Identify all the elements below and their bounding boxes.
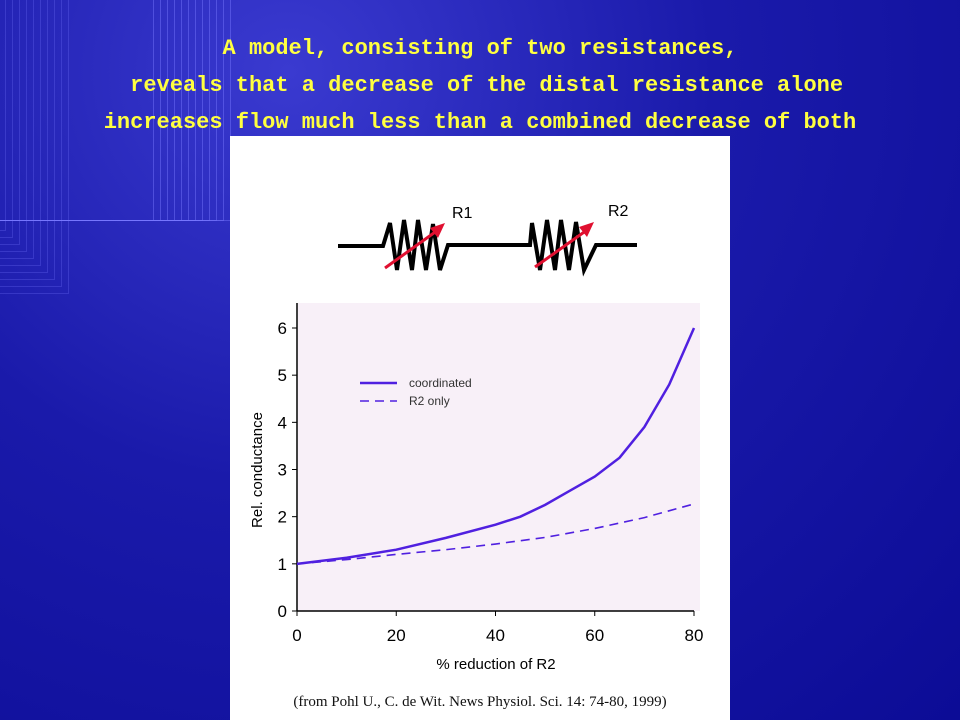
arrow-r2 xyxy=(534,228,588,269)
series-coordinated xyxy=(296,327,696,566)
y-tick-label: 4 xyxy=(278,413,287,432)
y-tick-label: 5 xyxy=(278,366,287,385)
plot-area xyxy=(298,303,700,611)
x-tick-label: 60 xyxy=(585,626,604,645)
r2-label: R2 xyxy=(608,203,629,220)
arrow-r1-head xyxy=(430,223,445,238)
y-tick-label: 2 xyxy=(278,508,287,527)
y-tick-label: 3 xyxy=(278,461,287,480)
legend-label: coordinated xyxy=(409,376,472,390)
resistor-diagram xyxy=(338,219,637,277)
arrow-r1 xyxy=(384,228,439,270)
x-axis-label: % reduction of R2 xyxy=(436,656,555,673)
legend-label: R2 only xyxy=(409,394,450,408)
x-tick-label: 20 xyxy=(387,626,406,645)
x-tick-label: 0 xyxy=(292,626,301,645)
y-tick-label: 6 xyxy=(278,319,287,338)
r1-label: R1 xyxy=(452,205,473,222)
arrow-r2-head xyxy=(579,222,594,237)
x-tick-label: 80 xyxy=(685,626,704,645)
y-tick-label: 0 xyxy=(278,602,287,621)
series-r2-only xyxy=(296,503,695,565)
title-line-1: A model, consisting of two resistances, xyxy=(222,36,738,61)
y-tick-label: 1 xyxy=(278,555,287,574)
resistor-r1 xyxy=(338,219,637,277)
citation: (from Pohl U., C. de Wit. News Physiol. … xyxy=(293,694,667,710)
y-axis-label: Rel. conductance xyxy=(249,412,266,528)
title-line-2: reveals that a decrease of the distal re… xyxy=(116,73,844,98)
slide-title: A model, consisting of two resistances, … xyxy=(0,30,960,141)
x-tick-label: 40 xyxy=(486,626,505,645)
title-line-3: increases flow much less than a combined… xyxy=(103,110,857,135)
